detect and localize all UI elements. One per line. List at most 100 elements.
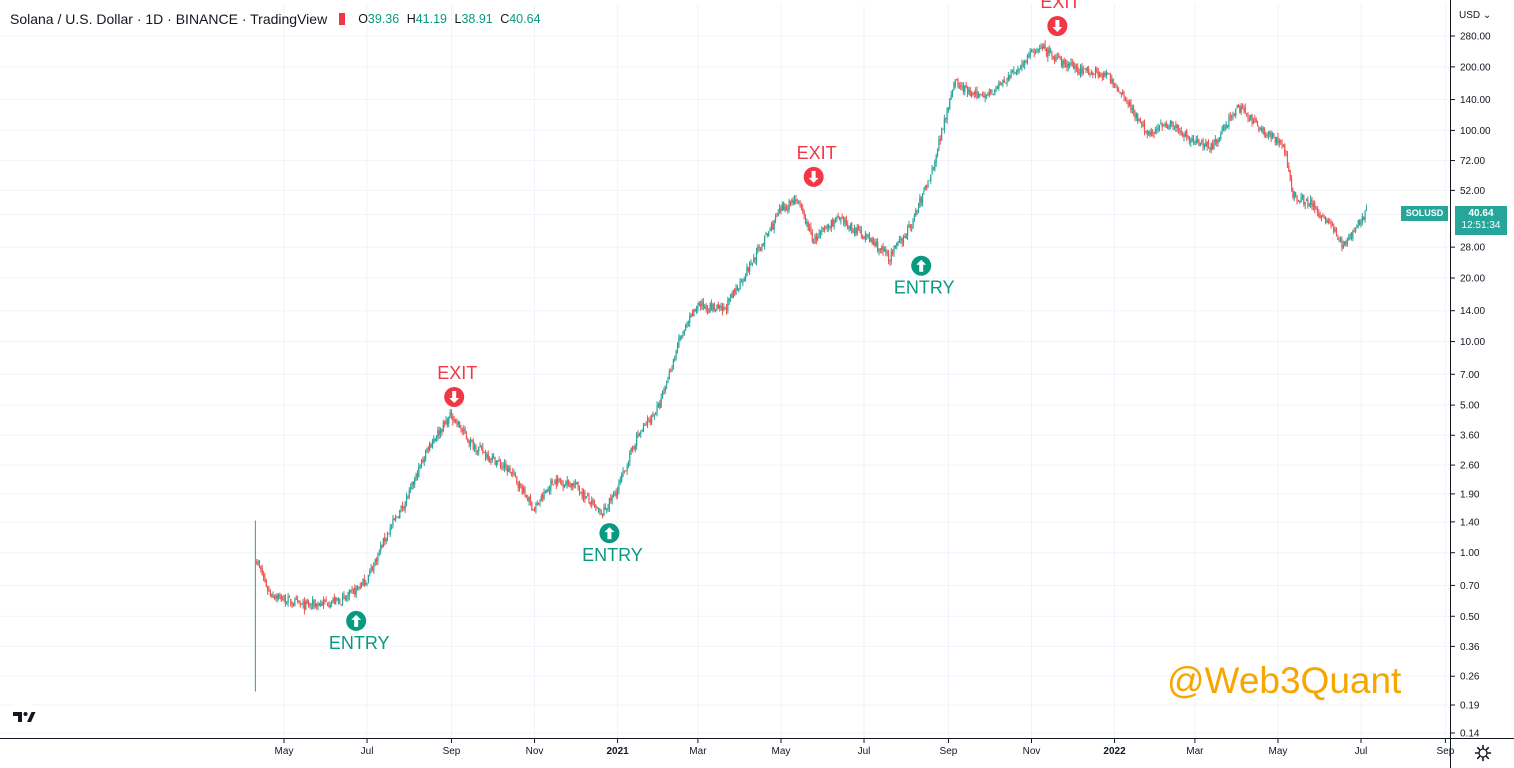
candle-body bbox=[697, 306, 699, 310]
candle-body bbox=[1331, 224, 1334, 227]
candle-body bbox=[497, 460, 499, 462]
candle-body bbox=[789, 201, 792, 204]
candle-body bbox=[822, 227, 824, 230]
candle-body bbox=[1318, 212, 1320, 216]
candle-body bbox=[1070, 62, 1072, 66]
candle-body bbox=[597, 509, 600, 510]
candle-body bbox=[450, 411, 453, 418]
candle-body bbox=[329, 605, 331, 608]
candle-body bbox=[961, 85, 963, 87]
candle-body bbox=[834, 218, 837, 219]
candle-body bbox=[793, 199, 796, 204]
candle-body bbox=[708, 311, 710, 313]
exit-signal: EXIT bbox=[797, 143, 837, 187]
gear-icon[interactable] bbox=[1474, 744, 1492, 762]
candle-body bbox=[388, 533, 390, 535]
candle-body bbox=[892, 251, 894, 254]
candle-body bbox=[603, 506, 605, 516]
candle-body bbox=[964, 85, 966, 92]
candle-body bbox=[926, 186, 928, 188]
candle-body bbox=[425, 452, 427, 460]
candle-body bbox=[1213, 143, 1215, 149]
candle-body bbox=[546, 490, 548, 493]
candle-body bbox=[430, 443, 432, 446]
candle-body bbox=[1034, 52, 1037, 54]
candle-body bbox=[307, 602, 310, 606]
candle-body bbox=[1006, 80, 1008, 84]
candle-body bbox=[1081, 67, 1083, 74]
close-value: 40.64 bbox=[509, 12, 541, 26]
candle-body bbox=[995, 87, 997, 90]
candle-body bbox=[919, 198, 921, 207]
candle-body bbox=[938, 139, 940, 150]
candle-body bbox=[1167, 126, 1169, 129]
price-tick-label: 72.00 bbox=[1460, 156, 1485, 167]
candle-body bbox=[1206, 141, 1208, 147]
candle-body bbox=[785, 206, 788, 210]
candle-body bbox=[1248, 119, 1250, 121]
candle-body bbox=[998, 83, 1000, 89]
candle-body bbox=[1350, 232, 1353, 238]
candle-body bbox=[1256, 122, 1259, 126]
candle-body bbox=[271, 593, 273, 597]
candle-body bbox=[1205, 143, 1207, 147]
candle-body bbox=[608, 497, 611, 509]
candle-body bbox=[860, 229, 862, 235]
candle-body bbox=[732, 289, 734, 298]
candle-body bbox=[1319, 215, 1321, 218]
tradingview-logo[interactable] bbox=[8, 704, 38, 730]
watermark-text: @Web3Quant bbox=[1167, 660, 1402, 701]
candle-body bbox=[326, 602, 329, 606]
flag-icon[interactable] bbox=[339, 13, 346, 25]
candle-body bbox=[295, 599, 297, 600]
time-tick-label: Nov bbox=[1023, 746, 1041, 757]
candle-body bbox=[761, 244, 763, 251]
candle-body bbox=[321, 602, 323, 606]
arrow-down-glyph bbox=[449, 390, 460, 403]
candle-body bbox=[267, 586, 269, 591]
candle-body bbox=[559, 480, 561, 482]
candle-body bbox=[1195, 138, 1197, 143]
candle-body bbox=[336, 598, 338, 600]
candle-body bbox=[550, 481, 552, 491]
candle-body bbox=[1036, 50, 1038, 52]
candle-body bbox=[472, 440, 474, 450]
time-tick-label: May bbox=[275, 746, 294, 757]
candle-body bbox=[261, 568, 263, 576]
price-axis[interactable]: 280.00 200.00 140.00 100.00 72.00 52.00 28.00 2… bbox=[1450, 0, 1491, 768]
candle-body bbox=[1058, 56, 1060, 58]
candle-body bbox=[301, 603, 303, 605]
candle-body bbox=[1137, 113, 1139, 122]
symbol-price-tag: SOLUSD bbox=[1401, 206, 1448, 221]
last-price-tag: 40.64 12:51:34 bbox=[1455, 206, 1507, 235]
candle-body bbox=[1032, 51, 1034, 53]
candle-body bbox=[416, 473, 419, 478]
candle-body bbox=[596, 507, 598, 509]
candle-body bbox=[508, 468, 510, 472]
candle-body bbox=[695, 307, 698, 311]
candle-body bbox=[311, 600, 314, 606]
candle-body bbox=[735, 287, 737, 295]
candle-body bbox=[1323, 217, 1325, 219]
candle-body bbox=[396, 516, 398, 518]
candle-body bbox=[840, 218, 842, 222]
tradingview-logo-icon bbox=[13, 712, 36, 722]
bar-countdown: 12:51:34 bbox=[1461, 220, 1501, 231]
candle-body bbox=[1094, 68, 1097, 76]
candle-body bbox=[533, 507, 536, 510]
symbol-title[interactable]: Solana / U.S. Dollar · 1D · BINANCE · Tr… bbox=[10, 11, 328, 27]
currency-selector[interactable]: USD ⌄ bbox=[1459, 10, 1491, 21]
candle-body bbox=[618, 482, 620, 490]
candle-body bbox=[380, 545, 382, 551]
candle-body bbox=[1028, 55, 1030, 57]
candle-body bbox=[807, 221, 809, 231]
candle-body bbox=[454, 419, 457, 422]
candle-body bbox=[960, 85, 962, 87]
candle-body bbox=[1141, 122, 1143, 126]
candle-body bbox=[264, 577, 266, 582]
candle-body bbox=[871, 238, 873, 244]
candle-body bbox=[1030, 49, 1033, 52]
time-axis[interactable]: May Jul Sep Nov 2021 Mar May Jul Sep Nov 2022 Mar Ma… bbox=[0, 738, 1514, 757]
candle-body bbox=[1192, 137, 1195, 143]
